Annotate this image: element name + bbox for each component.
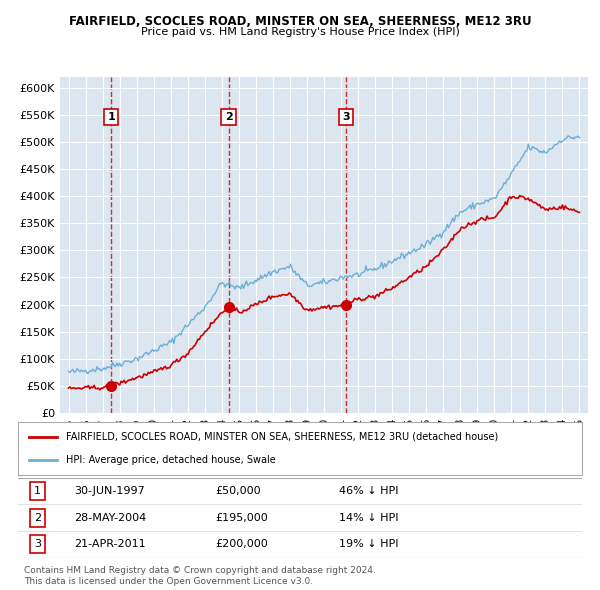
Text: Price paid vs. HM Land Registry's House Price Index (HPI): Price paid vs. HM Land Registry's House …	[140, 27, 460, 37]
Text: £195,000: £195,000	[215, 513, 268, 523]
Text: 30-JUN-1997: 30-JUN-1997	[74, 486, 145, 496]
Text: 19% ↓ HPI: 19% ↓ HPI	[340, 539, 399, 549]
Text: 46% ↓ HPI: 46% ↓ HPI	[340, 486, 399, 496]
Text: 28-MAY-2004: 28-MAY-2004	[74, 513, 146, 523]
Text: 14% ↓ HPI: 14% ↓ HPI	[340, 513, 399, 523]
Text: FAIRFIELD, SCOCLES ROAD, MINSTER ON SEA, SHEERNESS, ME12 3RU (detached house): FAIRFIELD, SCOCLES ROAD, MINSTER ON SEA,…	[66, 432, 498, 442]
Text: 1: 1	[34, 486, 41, 496]
Text: Contains HM Land Registry data © Crown copyright and database right 2024.
This d: Contains HM Land Registry data © Crown c…	[24, 566, 376, 586]
Text: £50,000: £50,000	[215, 486, 261, 496]
Text: 2: 2	[34, 513, 41, 523]
Text: 1: 1	[107, 112, 115, 122]
Text: £200,000: £200,000	[215, 539, 268, 549]
Text: FAIRFIELD, SCOCLES ROAD, MINSTER ON SEA, SHEERNESS, ME12 3RU: FAIRFIELD, SCOCLES ROAD, MINSTER ON SEA,…	[68, 15, 532, 28]
Text: 21-APR-2011: 21-APR-2011	[74, 539, 146, 549]
Text: 3: 3	[343, 112, 350, 122]
Text: 2: 2	[225, 112, 232, 122]
Text: HPI: Average price, detached house, Swale: HPI: Average price, detached house, Swal…	[66, 455, 275, 465]
Text: 3: 3	[34, 539, 41, 549]
